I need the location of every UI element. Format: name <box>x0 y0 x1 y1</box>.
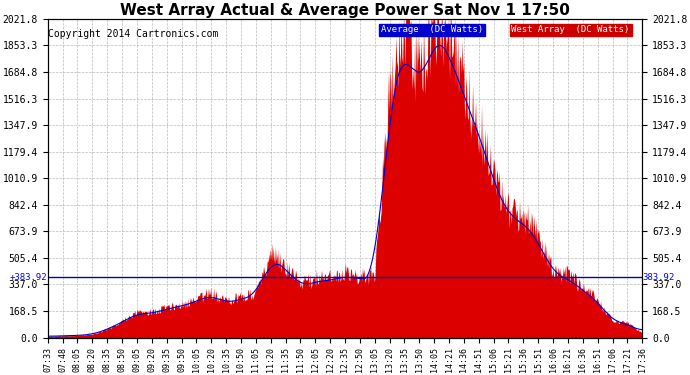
Text: Copyright 2014 Cartronics.com: Copyright 2014 Cartronics.com <box>48 28 219 39</box>
Text: West Array  (DC Watts): West Array (DC Watts) <box>511 26 630 34</box>
Title: West Array Actual & Average Power Sat Nov 1 17:50: West Array Actual & Average Power Sat No… <box>120 3 570 18</box>
Text: +383.92: +383.92 <box>10 273 47 282</box>
Text: 383.92: 383.92 <box>643 273 675 282</box>
Text: Average  (DC Watts): Average (DC Watts) <box>381 26 483 34</box>
